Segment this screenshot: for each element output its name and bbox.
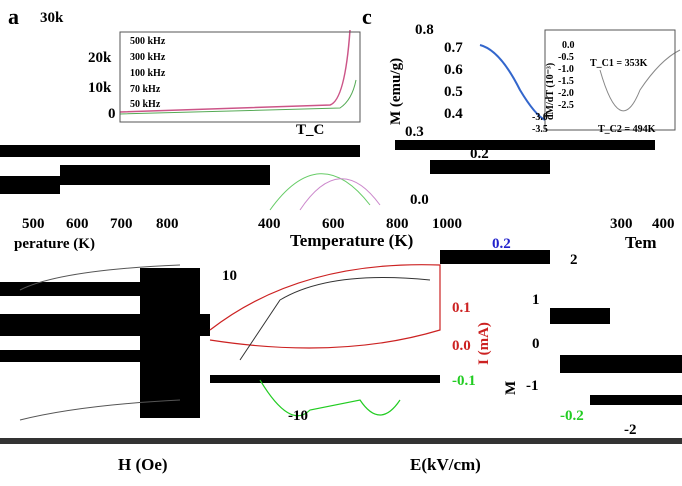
- x-tick-label: 600: [66, 216, 89, 232]
- x-tick-label: 600: [322, 216, 345, 232]
- y-tick-label: -0.1: [452, 373, 476, 389]
- y-tick-label: 0.1: [452, 300, 471, 316]
- y-tick-label: 1: [532, 292, 540, 308]
- y-tick-label: 0.0: [452, 338, 471, 354]
- x-axis-label: Temperature (K): [290, 231, 413, 250]
- x-axis-label: H (Oe): [118, 455, 168, 474]
- inset-y-label: dM/dT (10⁻³): [545, 63, 556, 120]
- x-tick-label: 500: [22, 216, 45, 232]
- y-tick-label: 20k: [88, 50, 112, 66]
- legend-entry: 100 kHz: [130, 68, 166, 79]
- y-tick-label: 0: [108, 106, 116, 122]
- y-tick-label: 0.7: [444, 40, 463, 56]
- tick-label: 10: [222, 268, 237, 284]
- x-axis-label: perature (K): [14, 236, 95, 252]
- y-axis-label: M: [503, 381, 519, 395]
- tick-label: -10: [288, 408, 308, 424]
- inset-tick: -1.0: [558, 64, 574, 75]
- x-tick-label: 400: [652, 216, 675, 232]
- x-axis-label: E(kV/cm): [410, 455, 481, 474]
- legend-entry: 500 kHz: [130, 36, 166, 47]
- y-axis-label: I (mA): [476, 322, 492, 365]
- inset-tick: 0.0: [562, 40, 575, 51]
- y-tick-label: 2: [570, 252, 578, 268]
- inset-tick: -0.5: [558, 52, 574, 63]
- y-tick-label: -2: [624, 422, 637, 438]
- panel-label: c: [362, 4, 372, 29]
- legend-entry: 50 kHz: [130, 99, 161, 110]
- y-tick-label: 0.2: [492, 236, 511, 252]
- y-tick-label: 0.2: [470, 146, 489, 162]
- y-tick-label: 0.6: [444, 62, 463, 78]
- x-tick-label: 800: [386, 216, 409, 232]
- annotation: T_C2 = 494K: [598, 124, 656, 135]
- y-tick-label: 0.5: [444, 84, 463, 100]
- x-tick-label: 800: [156, 216, 179, 232]
- y-tick-label: -0.2: [560, 408, 584, 424]
- x-axis-label: Tem: [625, 233, 657, 252]
- panel-label: a: [8, 4, 19, 29]
- legend-entry: 300 kHz: [130, 52, 166, 63]
- x-tick-label: 1000: [432, 216, 462, 232]
- y-tick-label: 0.4: [444, 106, 463, 122]
- y-tick-label: 0.0: [410, 192, 429, 208]
- inset-tick: -2.5: [558, 100, 574, 111]
- annotation: T_C: [296, 122, 324, 138]
- y-tick-label: 10k: [88, 80, 112, 96]
- y-axis-label: M (emu/g): [388, 58, 404, 125]
- y-tick-label: 0: [190, 338, 198, 354]
- y-tick-label: 30k: [40, 10, 64, 26]
- x-tick-label: 700: [110, 216, 133, 232]
- x-tick-label: 300: [610, 216, 633, 232]
- inset-tick: -1.5: [558, 76, 574, 87]
- y-tick-label: 0.3: [405, 124, 424, 140]
- annotation: T_C1 = 353K: [590, 58, 648, 69]
- inset-tick: -3.5: [532, 124, 548, 135]
- inset-tick: -2.0: [558, 88, 574, 99]
- y-tick-label: -1: [526, 378, 539, 394]
- figure: a 30k 20k 10k 0 500 kHz 300 kHz 100 kHz …: [0, 0, 682, 481]
- x-tick-label: 400: [258, 216, 281, 232]
- y-tick-label: 0.8: [415, 22, 434, 38]
- legend-entry: 70 kHz: [130, 84, 161, 95]
- y-tick-label: 0: [532, 336, 540, 352]
- y-tick-label: 5: [190, 290, 198, 306]
